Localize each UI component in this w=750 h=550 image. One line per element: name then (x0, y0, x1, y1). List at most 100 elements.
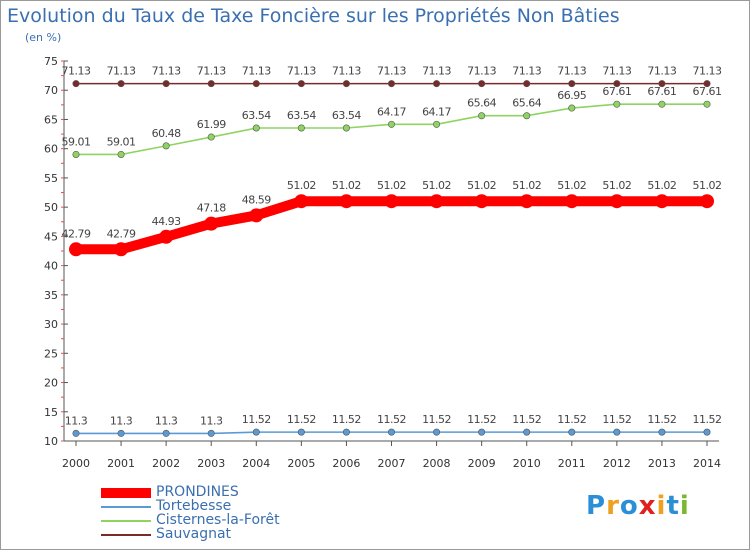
logo-letter: i (679, 491, 690, 521)
data-label: 11.52 (332, 413, 361, 426)
x-tick-label: 2003 (197, 457, 225, 470)
data-point (654, 194, 669, 209)
data-label: 51.02 (332, 179, 361, 192)
data-label: 66.95 (557, 89, 586, 102)
data-point (162, 142, 170, 150)
data-point (252, 428, 260, 436)
data-point (658, 80, 666, 88)
data-point (658, 100, 666, 108)
data-point (117, 80, 125, 88)
y-tick-label: 15 (44, 406, 58, 419)
data-point (72, 80, 80, 88)
x-tick-label: 2006 (332, 457, 360, 470)
data-label: 71.13 (287, 65, 316, 78)
data-point (117, 429, 125, 437)
data-label: 51.02 (557, 179, 586, 192)
data-label: 11.52 (602, 413, 631, 426)
x-tick-label: 2005 (287, 457, 315, 470)
x-tick-label: 2012 (603, 457, 631, 470)
legend-swatch (101, 488, 151, 498)
data-label: 71.13 (377, 65, 406, 78)
data-point (69, 242, 83, 257)
data-point (703, 80, 711, 88)
data-point (658, 428, 666, 436)
data-label: 64.17 (422, 105, 451, 118)
legend-label: Tortebesse (156, 498, 232, 514)
data-label: 67.61 (647, 85, 676, 98)
logo-letter: t (666, 491, 680, 521)
x-tick-label: 2009 (468, 457, 496, 470)
data-point (478, 428, 486, 436)
legend-swatch (101, 534, 151, 536)
data-label: 11.52 (512, 413, 541, 426)
y-tick-label: 50 (44, 201, 58, 214)
logo-letter: i (656, 491, 667, 521)
data-label: 59.01 (62, 135, 91, 148)
data-point (387, 428, 395, 436)
logo-letter: o (619, 491, 639, 521)
legend-swatch (101, 520, 151, 522)
data-point (429, 194, 444, 209)
data-point (523, 428, 531, 436)
data-label: 42.79 (107, 227, 136, 240)
chart-subtitle: (en %) (25, 31, 62, 44)
legend-label: Sauvagnat (156, 526, 232, 542)
data-label: 11.52 (467, 413, 496, 426)
data-point (523, 80, 531, 88)
y-tick-label: 20 (44, 377, 58, 390)
data-label: 71.13 (647, 65, 676, 78)
data-label: 71.13 (422, 65, 451, 78)
data-point (207, 133, 215, 141)
data-label: 71.13 (557, 65, 586, 78)
data-label: 11.52 (242, 413, 271, 426)
y-tick-label: 35 (44, 289, 58, 302)
data-point (297, 428, 305, 436)
data-label: 65.64 (467, 97, 496, 110)
data-point (568, 80, 576, 88)
x-tick-label: 2002 (152, 457, 180, 470)
data-point (159, 229, 174, 244)
data-label: 71.13 (152, 65, 181, 78)
data-label: 71.13 (693, 65, 722, 78)
data-label: 71.13 (467, 65, 496, 78)
data-point (433, 80, 441, 88)
data-label: 51.02 (287, 179, 316, 192)
data-point (433, 120, 441, 128)
data-label: 71.13 (62, 65, 91, 78)
data-label: 11.3 (110, 414, 133, 427)
data-point (613, 80, 621, 88)
data-point (162, 80, 170, 88)
x-tick-label: 2001 (107, 457, 135, 470)
legend-label: Cisternes-la-Forêt (156, 512, 280, 528)
data-label: 71.13 (332, 65, 361, 78)
data-point (294, 194, 309, 209)
data-point (564, 194, 579, 209)
data-label: 42.79 (62, 227, 91, 240)
data-label: 63.54 (332, 109, 361, 122)
data-point (297, 80, 305, 88)
data-label: 11.52 (647, 413, 676, 426)
data-label: 51.02 (647, 179, 676, 192)
data-label: 71.13 (512, 65, 541, 78)
data-label: 11.52 (422, 413, 451, 426)
data-point (478, 112, 486, 120)
x-tick-label: 2014 (693, 457, 721, 470)
data-point (72, 150, 80, 158)
x-tick-label: 2004 (242, 457, 270, 470)
data-point (162, 429, 170, 437)
data-label: 63.54 (287, 109, 316, 122)
data-label: 51.02 (467, 179, 496, 192)
data-point (72, 429, 80, 437)
data-point (387, 80, 395, 88)
data-point (474, 194, 489, 209)
y-tick-label: 10 (44, 435, 58, 448)
data-label: 63.54 (242, 109, 271, 122)
data-point (252, 124, 260, 132)
y-tick-label: 30 (44, 318, 58, 331)
logo-letter: x (638, 491, 657, 521)
data-label: 51.02 (512, 179, 541, 192)
x-tick-label: 2010 (513, 457, 541, 470)
data-point (204, 216, 219, 231)
